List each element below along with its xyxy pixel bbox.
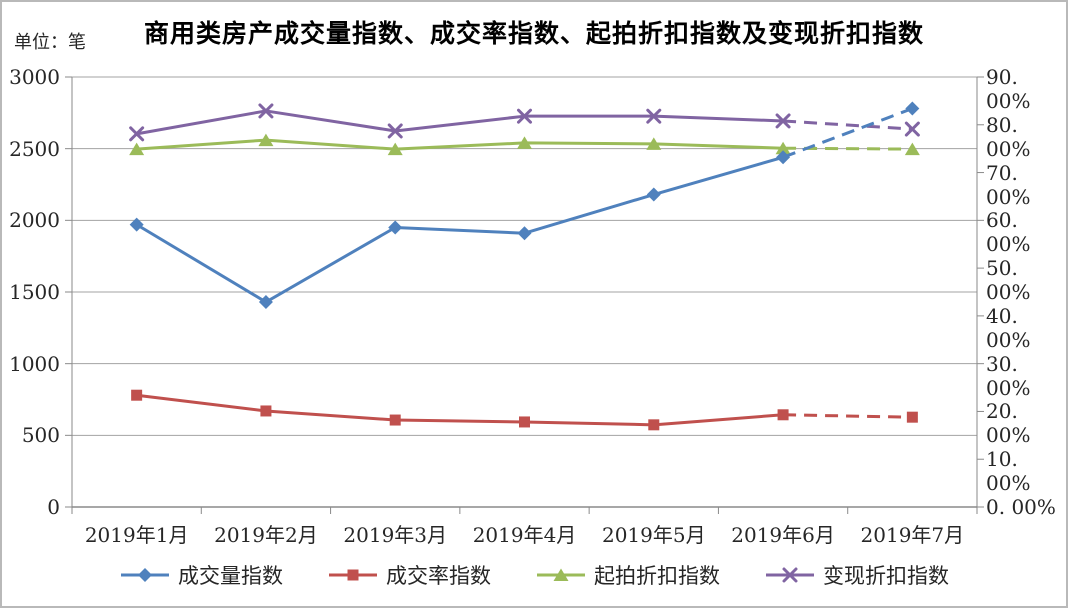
triangle-marker-icon	[646, 137, 662, 150]
series-line-dashed	[783, 413, 913, 419]
right-axis-tick-label: 30. 00%	[986, 351, 1031, 400]
left-axis-tick-label: 1000	[9, 351, 60, 376]
series-line	[135, 155, 784, 304]
diamond-marker-icon	[388, 220, 403, 235]
series-line	[136, 393, 784, 427]
right-axis-tick-label: 70. 00%	[986, 160, 1031, 209]
diamond-marker-icon	[138, 568, 152, 582]
chart-legend: 成交量指数 成交率指数 起拍折扣指数 变现折扣指数	[2, 560, 1066, 590]
legend-entry: 起拍折扣指数	[535, 560, 720, 590]
x-marker-icon	[646, 108, 662, 124]
square-marker-icon	[519, 416, 530, 428]
legend-entry: 变现折扣指数	[764, 560, 949, 590]
right-axis-tick-label: 50. 00%	[986, 256, 1031, 305]
legend-label: 起拍折扣指数	[594, 564, 720, 588]
right-axis-tick-label: 20. 00%	[986, 399, 1031, 448]
square-marker-icon	[389, 414, 401, 426]
x-axis-label: 2019年6月	[731, 523, 835, 547]
x-axis-label: 2019年5月	[601, 523, 706, 547]
left-axis-tick-label: 1500	[9, 280, 60, 304]
triangle-marker-icon	[775, 141, 791, 155]
legend-entry: 成交率指数	[327, 560, 491, 590]
right-axis-tick-label: 90. 00%	[986, 65, 1031, 113]
x-axis-label: 2019年3月	[343, 523, 448, 547]
x-axis-label: 2019年7月	[860, 523, 965, 547]
legend-label: 成交量指数	[178, 564, 283, 588]
series-line-dashed	[782, 107, 913, 159]
square-marker-icon	[777, 409, 789, 421]
left-axis-tick-label: 3000	[9, 65, 60, 89]
diamond-marker-icon	[129, 217, 144, 232]
right-axis-tick-label: 60. 00%	[986, 208, 1031, 257]
legend-label: 变现折扣指数	[823, 564, 949, 588]
square-marker-icon	[131, 389, 143, 401]
triangle-marker-icon	[387, 142, 403, 156]
square-marker-icon	[260, 405, 272, 417]
diamond-marker-icon	[517, 226, 532, 241]
x-marker-icon	[387, 123, 403, 139]
series-line-dashed	[782, 119, 913, 131]
right-axis-tick-label: 40. 00%	[986, 303, 1031, 352]
series-line	[136, 109, 784, 136]
x-marker-icon	[782, 567, 798, 583]
right-axis-tick-label: 10. 00%	[986, 447, 1031, 496]
left-axis-tick-label: 2000	[9, 208, 60, 233]
x-marker-icon	[129, 126, 145, 142]
x-marker-icon	[517, 108, 532, 124]
legend-marker-icon	[537, 568, 585, 581]
legend-label: 成交率指数	[386, 564, 491, 588]
triangle-marker-icon	[904, 142, 920, 156]
legend-marker-icon	[121, 568, 169, 582]
square-marker-icon	[347, 569, 359, 581]
square-marker-icon	[906, 411, 918, 423]
right-axis-tick-label: 0. 00%	[986, 495, 1056, 519]
chart-title: 商用类房产成交量指数、成交率指数、起拍折扣指数及变现折扣指数	[143, 19, 924, 48]
legend-entry: 成交量指数	[119, 560, 283, 590]
left-axis-unit-label: 单位：笔	[14, 32, 86, 53]
series-line	[136, 138, 784, 151]
x-marker-icon	[258, 103, 274, 119]
x-axis-label: 2019年4月	[472, 523, 577, 547]
diamond-marker-icon	[905, 101, 920, 116]
x-marker-icon	[904, 121, 920, 137]
triangle-marker-icon	[517, 136, 532, 149]
triangle-marker-icon	[258, 133, 274, 147]
left-axis-tick-label: 2500	[9, 136, 60, 161]
x-marker-icon	[775, 113, 791, 129]
legend-marker-icon	[329, 569, 377, 581]
diamond-marker-icon	[258, 295, 273, 310]
diamond-marker-icon	[646, 187, 661, 202]
x-axis-label: 2019年2月	[214, 523, 318, 547]
left-axis-tick-label: 0	[47, 495, 60, 519]
diamond-marker-icon	[776, 150, 791, 165]
triangle-marker-icon	[553, 568, 569, 581]
legend-marker-icon	[766, 567, 814, 583]
right-axis-tick-label: 80. 00%	[986, 112, 1031, 161]
square-marker-icon	[648, 419, 660, 431]
triangle-marker-icon	[129, 142, 145, 156]
x-axis-label: 2019年1月	[84, 523, 189, 547]
left-axis-tick-label: 500	[21, 423, 60, 448]
